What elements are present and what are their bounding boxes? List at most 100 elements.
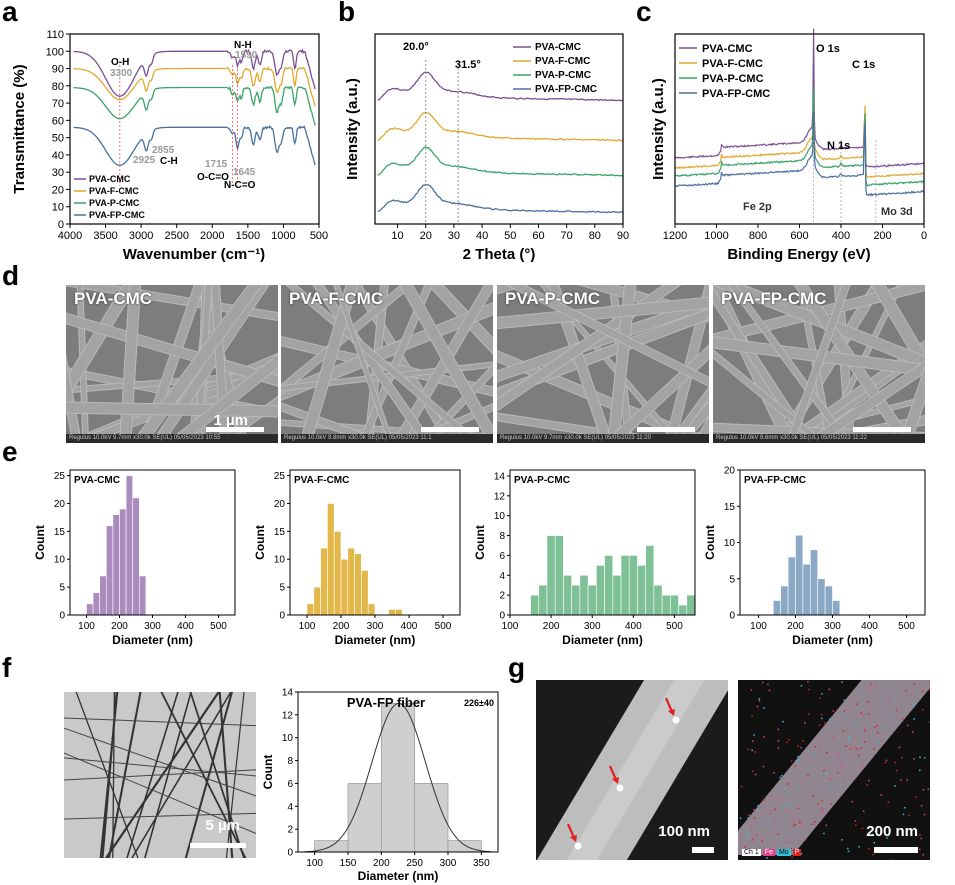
histogram-bar [414, 783, 449, 853]
sem-fiber [497, 351, 709, 443]
ftir-xtick-label: 2500 [164, 230, 188, 242]
eds-element-dot [896, 769, 898, 772]
ftir-line-1 [73, 48, 316, 97]
eds-element-dot [800, 781, 803, 783]
eds-element-dot [928, 688, 930, 691]
eds-element-dot [841, 839, 843, 841]
eds-element-dot [830, 803, 832, 806]
eds-scale-bar [874, 847, 918, 853]
eds-element-dot [753, 734, 755, 736]
histogram-bar [106, 525, 114, 616]
histogram-ytick-label: 10 [282, 733, 294, 744]
eds-element-dot [852, 774, 855, 776]
eds-element-dot [777, 833, 779, 836]
eds-element-dot [898, 746, 901, 749]
eds-element-dot [832, 736, 835, 739]
xrd-xtick-label: 30 [448, 230, 460, 242]
ftir-xtick-label: 3500 [93, 230, 117, 242]
eds-legend: Ch 1 Fe Mo P [742, 849, 802, 856]
eds-element-dot [836, 749, 839, 751]
ftir-annotation-nh: N-H [234, 40, 252, 51]
histogram-xtick-label: 350 [473, 858, 490, 869]
eds-element-dot [905, 689, 907, 692]
eds-element-dot [867, 713, 870, 715]
eds-element-dot [753, 817, 756, 819]
histogram-bar [347, 547, 355, 616]
xps-xtick-label: 200 [873, 230, 891, 242]
ftir-legend-label: PVA-F-CMC [89, 186, 139, 196]
eds-element-dot [786, 783, 789, 785]
eds-element-dot [902, 813, 905, 816]
histogram-bar [347, 783, 382, 853]
eds-element-dot [814, 746, 816, 748]
eds-element-dot [922, 789, 925, 791]
tem-fiber [107, 692, 142, 858]
ftir-xtick-label: 1000 [271, 230, 295, 242]
xrd-xtick-label: 20 [420, 230, 432, 242]
ftir-chart: 4000 3500 3000 2500 2000 1500 1000 500 0 10 20 30 4… [11, 29, 328, 263]
histogram-title: PVA-P-CMC [514, 475, 570, 486]
histogram-bar [563, 574, 572, 616]
eds-element-dot [770, 795, 772, 797]
xps-line-4 [674, 111, 925, 197]
histogram-xlabel: Diameter (nm) [335, 633, 416, 647]
eds-element-dot [906, 779, 908, 781]
histogram-xlabel: Diameter (nm) [358, 869, 439, 883]
eds-element-dot [843, 709, 846, 712]
eds-element-dot [762, 765, 765, 768]
histogram-bar [86, 603, 94, 616]
eds-element-dot [785, 803, 788, 806]
eds-element-dot [847, 847, 849, 850]
ftir-line-4 [73, 124, 316, 166]
sem-fiber [66, 285, 278, 320]
eds-legend-p: P [792, 849, 802, 856]
tem-fiber [64, 717, 256, 727]
histogram-xtick-label: 200 [333, 621, 350, 632]
histogram-ytick-label: 6 [499, 551, 505, 562]
eds-element-dot [837, 772, 839, 774]
eds-element-dot [860, 747, 862, 749]
eds-element-dot [842, 730, 845, 732]
xps-line-1 [674, 28, 925, 168]
eds-element-dot [746, 831, 749, 834]
eds-element-dot [791, 856, 793, 859]
eds-element-dot [922, 690, 924, 693]
tem-fiber [75, 692, 139, 858]
eds-element-dot [904, 806, 906, 809]
eds-element-dot [824, 722, 826, 724]
eds-element-dot [787, 844, 790, 846]
histogram-xtick-label: 200 [373, 858, 390, 869]
xrd-legend: PVA-CMC PVA-F-CMC PVA-P-CMC PVA-FP-CMC [513, 42, 597, 95]
eds-element-dot [751, 839, 754, 841]
eds-element-dot [901, 718, 904, 720]
xrd-xtick-label: 90 [617, 230, 629, 242]
sem-scale-bar [421, 427, 479, 432]
sem-fiber [66, 359, 82, 443]
ftir-ytick-label: 110 [46, 29, 64, 41]
eds-element-dot [802, 740, 804, 742]
xps-legend-label: PVA-F-CMC [702, 58, 763, 70]
ftir-annotation-3300: 3300 [110, 68, 133, 79]
eds-element-dot [807, 774, 809, 776]
eds-element-dot [844, 715, 846, 718]
eds-element-dot [760, 823, 762, 826]
sem-info-bar: Regulus 10.0kV 9.8mm x30.0k SE(UL) 05/05… [281, 434, 493, 443]
eds-element-dot [798, 819, 801, 821]
eds-element-dot [819, 724, 821, 727]
ftir-legend-label: PVA-FP-CMC [89, 210, 145, 220]
histogram-xlabel: Diameter (nm) [562, 633, 643, 647]
eds-element-dot [808, 713, 810, 715]
histogram-bar [139, 575, 147, 616]
histogram-xtick-label: 100 [299, 621, 316, 632]
histogram-bar [380, 703, 416, 853]
ftir-xtick-label: 3000 [129, 230, 153, 242]
ftir-xtick-label: 1500 [236, 230, 260, 242]
histogram-xtick-label: 100 [78, 621, 95, 632]
eds-element-dot [751, 836, 753, 839]
eds-element-dot [798, 786, 800, 789]
xps-xticks: 1200 1000 800 600 400 200 0 [663, 224, 927, 242]
eds-element-dot [802, 826, 804, 828]
histogram-ytick-label: 0 [279, 611, 285, 622]
eds-element-dot [751, 740, 754, 742]
eds-element-dot [920, 805, 923, 807]
